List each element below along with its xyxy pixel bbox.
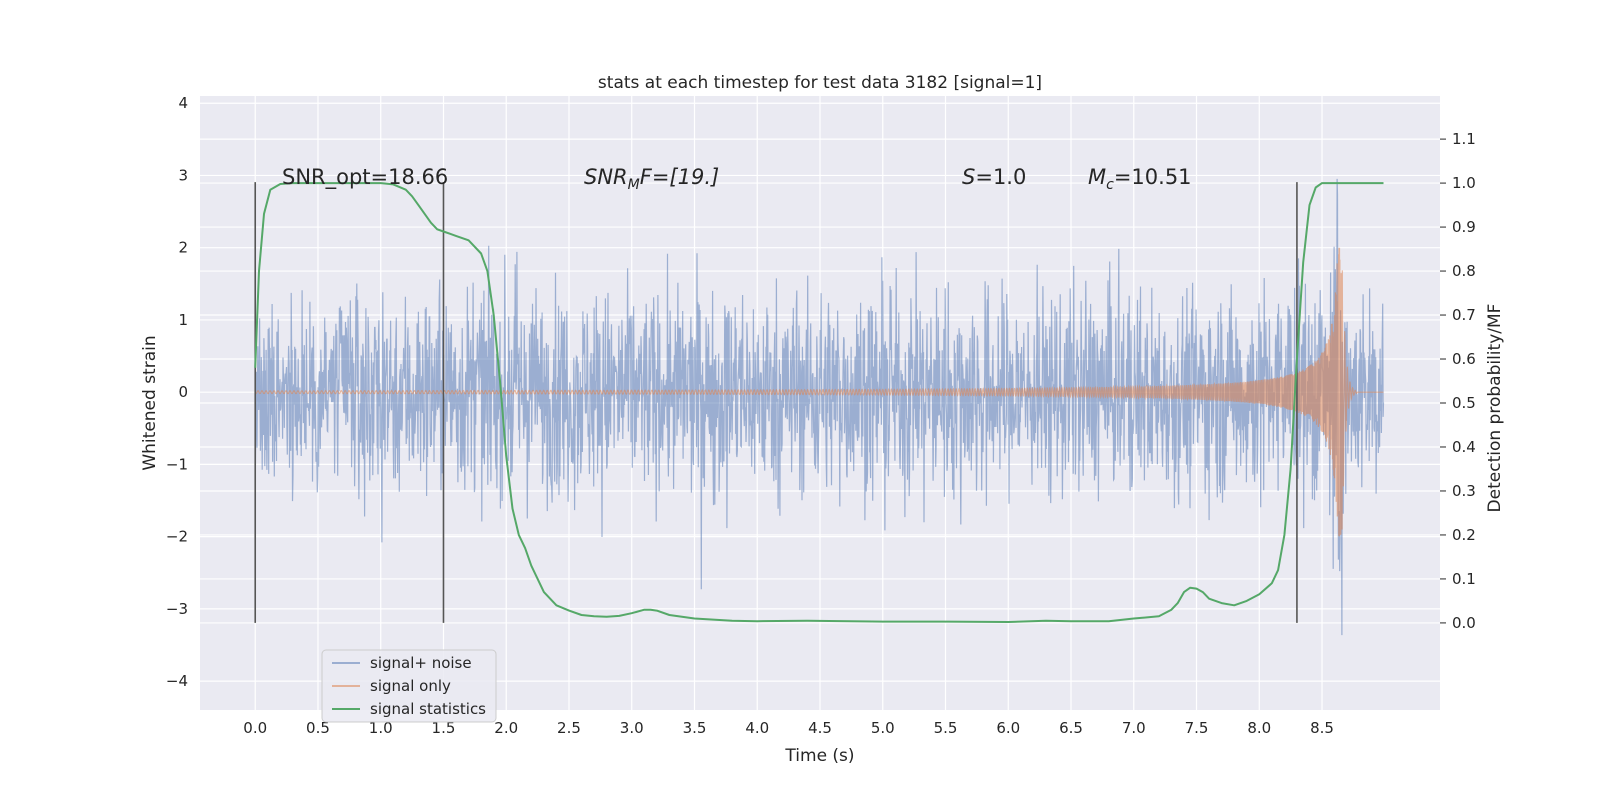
x-tick-label: 5.0 (871, 719, 895, 737)
x-tick-label: 7.5 (1185, 719, 1209, 737)
y-tick-label: 0 (178, 383, 188, 401)
y2-tick-label: 0.7 (1452, 306, 1476, 324)
y2-tick-label: 0.9 (1452, 218, 1476, 236)
y-tick-label: 1 (178, 311, 188, 329)
legend-label-signal-statistics: signal statistics (370, 700, 486, 718)
legend-label-signal-noise: signal+ noise (370, 654, 472, 672)
x-axis-label: Time (s) (784, 746, 854, 766)
x-tick-label: 1.0 (369, 719, 393, 737)
x-tick-label: 6.0 (996, 719, 1020, 737)
y-tick-label: 2 (178, 239, 188, 257)
y2-tick-label: 0.8 (1452, 262, 1476, 280)
signal-statistics-series (254, 182, 1384, 623)
y2-tick-label: 0.2 (1452, 526, 1476, 544)
x-tick-label: 3.0 (620, 719, 644, 737)
y2-tick-label: 0.6 (1452, 350, 1476, 368)
x-tick-label: 6.5 (1059, 719, 1083, 737)
y-axis-label: Whitened strain (140, 335, 160, 470)
legend-label-signal-only: signal only (370, 677, 451, 695)
y2-tick-label: 0.1 (1452, 570, 1476, 588)
y-tick-label: −1 (166, 455, 188, 473)
x-tick-label: 0.0 (243, 719, 267, 737)
x-axis-ticks: 0.0 0.5 1.0 1.5 2.0 2.5 3.0 3.5 4.0 4.5 5.0 5.5 6.0 6… (243, 719, 1334, 737)
y-tick-label: 3 (178, 166, 188, 184)
x-tick-label: 8.0 (1247, 719, 1271, 737)
y2-tick-label: 0.4 (1452, 438, 1476, 456)
x-tick-label: 4.5 (808, 719, 832, 737)
y-tick-label: 4 (178, 94, 188, 112)
y2-tick-label: 0.5 (1452, 394, 1476, 412)
y2-tick-label: 1.1 (1452, 130, 1476, 148)
y-tick-label: −2 (166, 528, 188, 546)
chart-title: stats at each timestep for test data 318… (598, 73, 1042, 93)
legend-box (321, 649, 497, 723)
annotation-snr-mf: SNRMF=[19.] (584, 165, 719, 193)
x-tick-label: 2.0 (494, 719, 518, 737)
x-tick-label: 5.5 (934, 719, 958, 737)
x-tick-label: 0.5 (306, 719, 330, 737)
legend: signal+ noise signal only signal statist… (321, 649, 497, 723)
y-axis-ticks: −4 −3 −2 −1 0 1 2 3 4 (166, 94, 188, 690)
y2-tick-label: 0.3 (1452, 482, 1476, 500)
marker-lines (254, 182, 1298, 623)
y2-tick-label: 1.0 (1452, 174, 1476, 192)
x-tick-label: 3.5 (683, 719, 707, 737)
signal-statistics-line (254, 182, 1384, 623)
x-tick-label: 1.5 (432, 719, 456, 737)
x-tick-label: 4.0 (745, 719, 769, 737)
y-tick-label: −4 (166, 672, 188, 690)
y2-tick-label: 0.0 (1452, 614, 1476, 632)
y2-axis-ticks: 0.0 0.1 0.2 0.3 0.4 0.5 0.6 0.7 0.8 0.9 1.0 1.1 (1440, 130, 1476, 632)
y-tick-label: −3 (166, 600, 188, 618)
x-tick-label: 2.5 (557, 719, 581, 737)
annotation-s: S=1.0 (962, 165, 1026, 189)
y2-axis-label: Detection probability/MF (1485, 304, 1505, 513)
annotation-mc: Mc=10.51 (1088, 165, 1192, 193)
x-tick-label: 8.5 (1310, 719, 1334, 737)
x-tick-label: 7.0 (1122, 719, 1146, 737)
annotation-snr-opt: SNR_opt=18.66 (282, 165, 448, 190)
